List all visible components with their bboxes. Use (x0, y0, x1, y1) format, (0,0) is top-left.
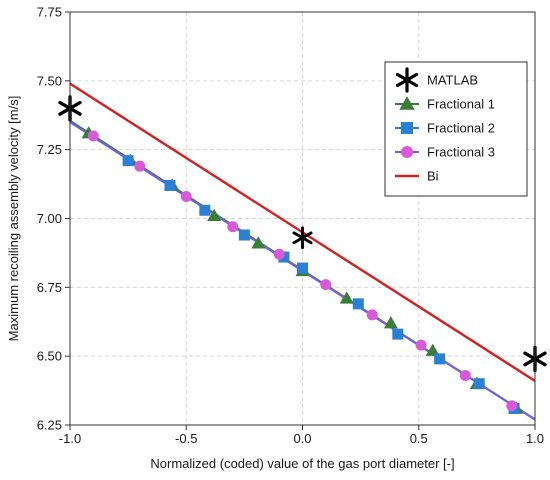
y-tick-label: 7.00 (37, 211, 62, 226)
square-marker (434, 353, 446, 365)
x-tick-label: -0.5 (175, 431, 197, 446)
circle-marker (87, 130, 99, 142)
y-tick-label: 6.50 (37, 349, 62, 364)
legend: MATLAB Fractional 1 Fractional 2 Fractional… (384, 61, 528, 197)
circle-marker (366, 309, 378, 321)
square-marker (199, 204, 211, 216)
asterisk-marker (292, 226, 313, 250)
square-marker (473, 378, 485, 390)
axis-ticks: -1.0 -0.5 0.0 0.5 1.0 6.25 6.50 6.75 7.00 7.25 7.5… (37, 5, 544, 447)
square-marker (122, 155, 134, 167)
circle-marker (180, 190, 192, 202)
x-axis-label: Normalized (coded) value of the gas port… (150, 456, 454, 471)
circle-marker (227, 221, 239, 233)
asterisk-stroke (395, 72, 419, 88)
square-marker (164, 179, 176, 191)
x-tick-label: 1.0 (526, 431, 544, 446)
legend-label: Bi (427, 169, 439, 184)
triangle-marker (383, 316, 398, 329)
circle-marker (320, 279, 332, 291)
triangle-marker (425, 343, 440, 356)
legend-label: MATLAB (427, 73, 478, 88)
circle-marker (459, 369, 471, 381)
triangle-marker (251, 236, 266, 249)
circle-marker (134, 160, 146, 172)
circle-marker (415, 339, 427, 351)
square-marker (400, 121, 414, 135)
square-marker (297, 262, 308, 274)
y-tick-label: 7.25 (37, 142, 62, 157)
y-tick-label: 6.25 (37, 418, 62, 433)
legend-label: Fractional 1 (427, 97, 495, 112)
square-marker (352, 298, 364, 310)
y-tick-label: 7.75 (37, 5, 62, 20)
square-marker (238, 229, 250, 241)
legend-label: Fractional 3 (427, 145, 495, 160)
x-tick-label: 0.5 (410, 431, 428, 446)
x-tick-label: 0.0 (293, 431, 311, 446)
circle-marker (273, 248, 285, 260)
circle-marker (400, 145, 414, 159)
triangle-marker (399, 96, 415, 110)
triangle-marker (207, 208, 222, 221)
asterisk-stroke (292, 231, 313, 245)
y-axis-label: Maximum recoiling assembly velocity [m/s… (6, 96, 21, 342)
y-tick-label: 6.75 (37, 280, 62, 295)
circle-marker (506, 400, 518, 412)
asterisk-marker (395, 67, 419, 93)
triangle-marker (339, 291, 354, 304)
y-tick-label: 7.50 (37, 73, 62, 88)
x-tick-label: -1.0 (59, 431, 81, 446)
square-marker (392, 328, 404, 340)
legend-label: Fractional 2 (427, 121, 495, 136)
